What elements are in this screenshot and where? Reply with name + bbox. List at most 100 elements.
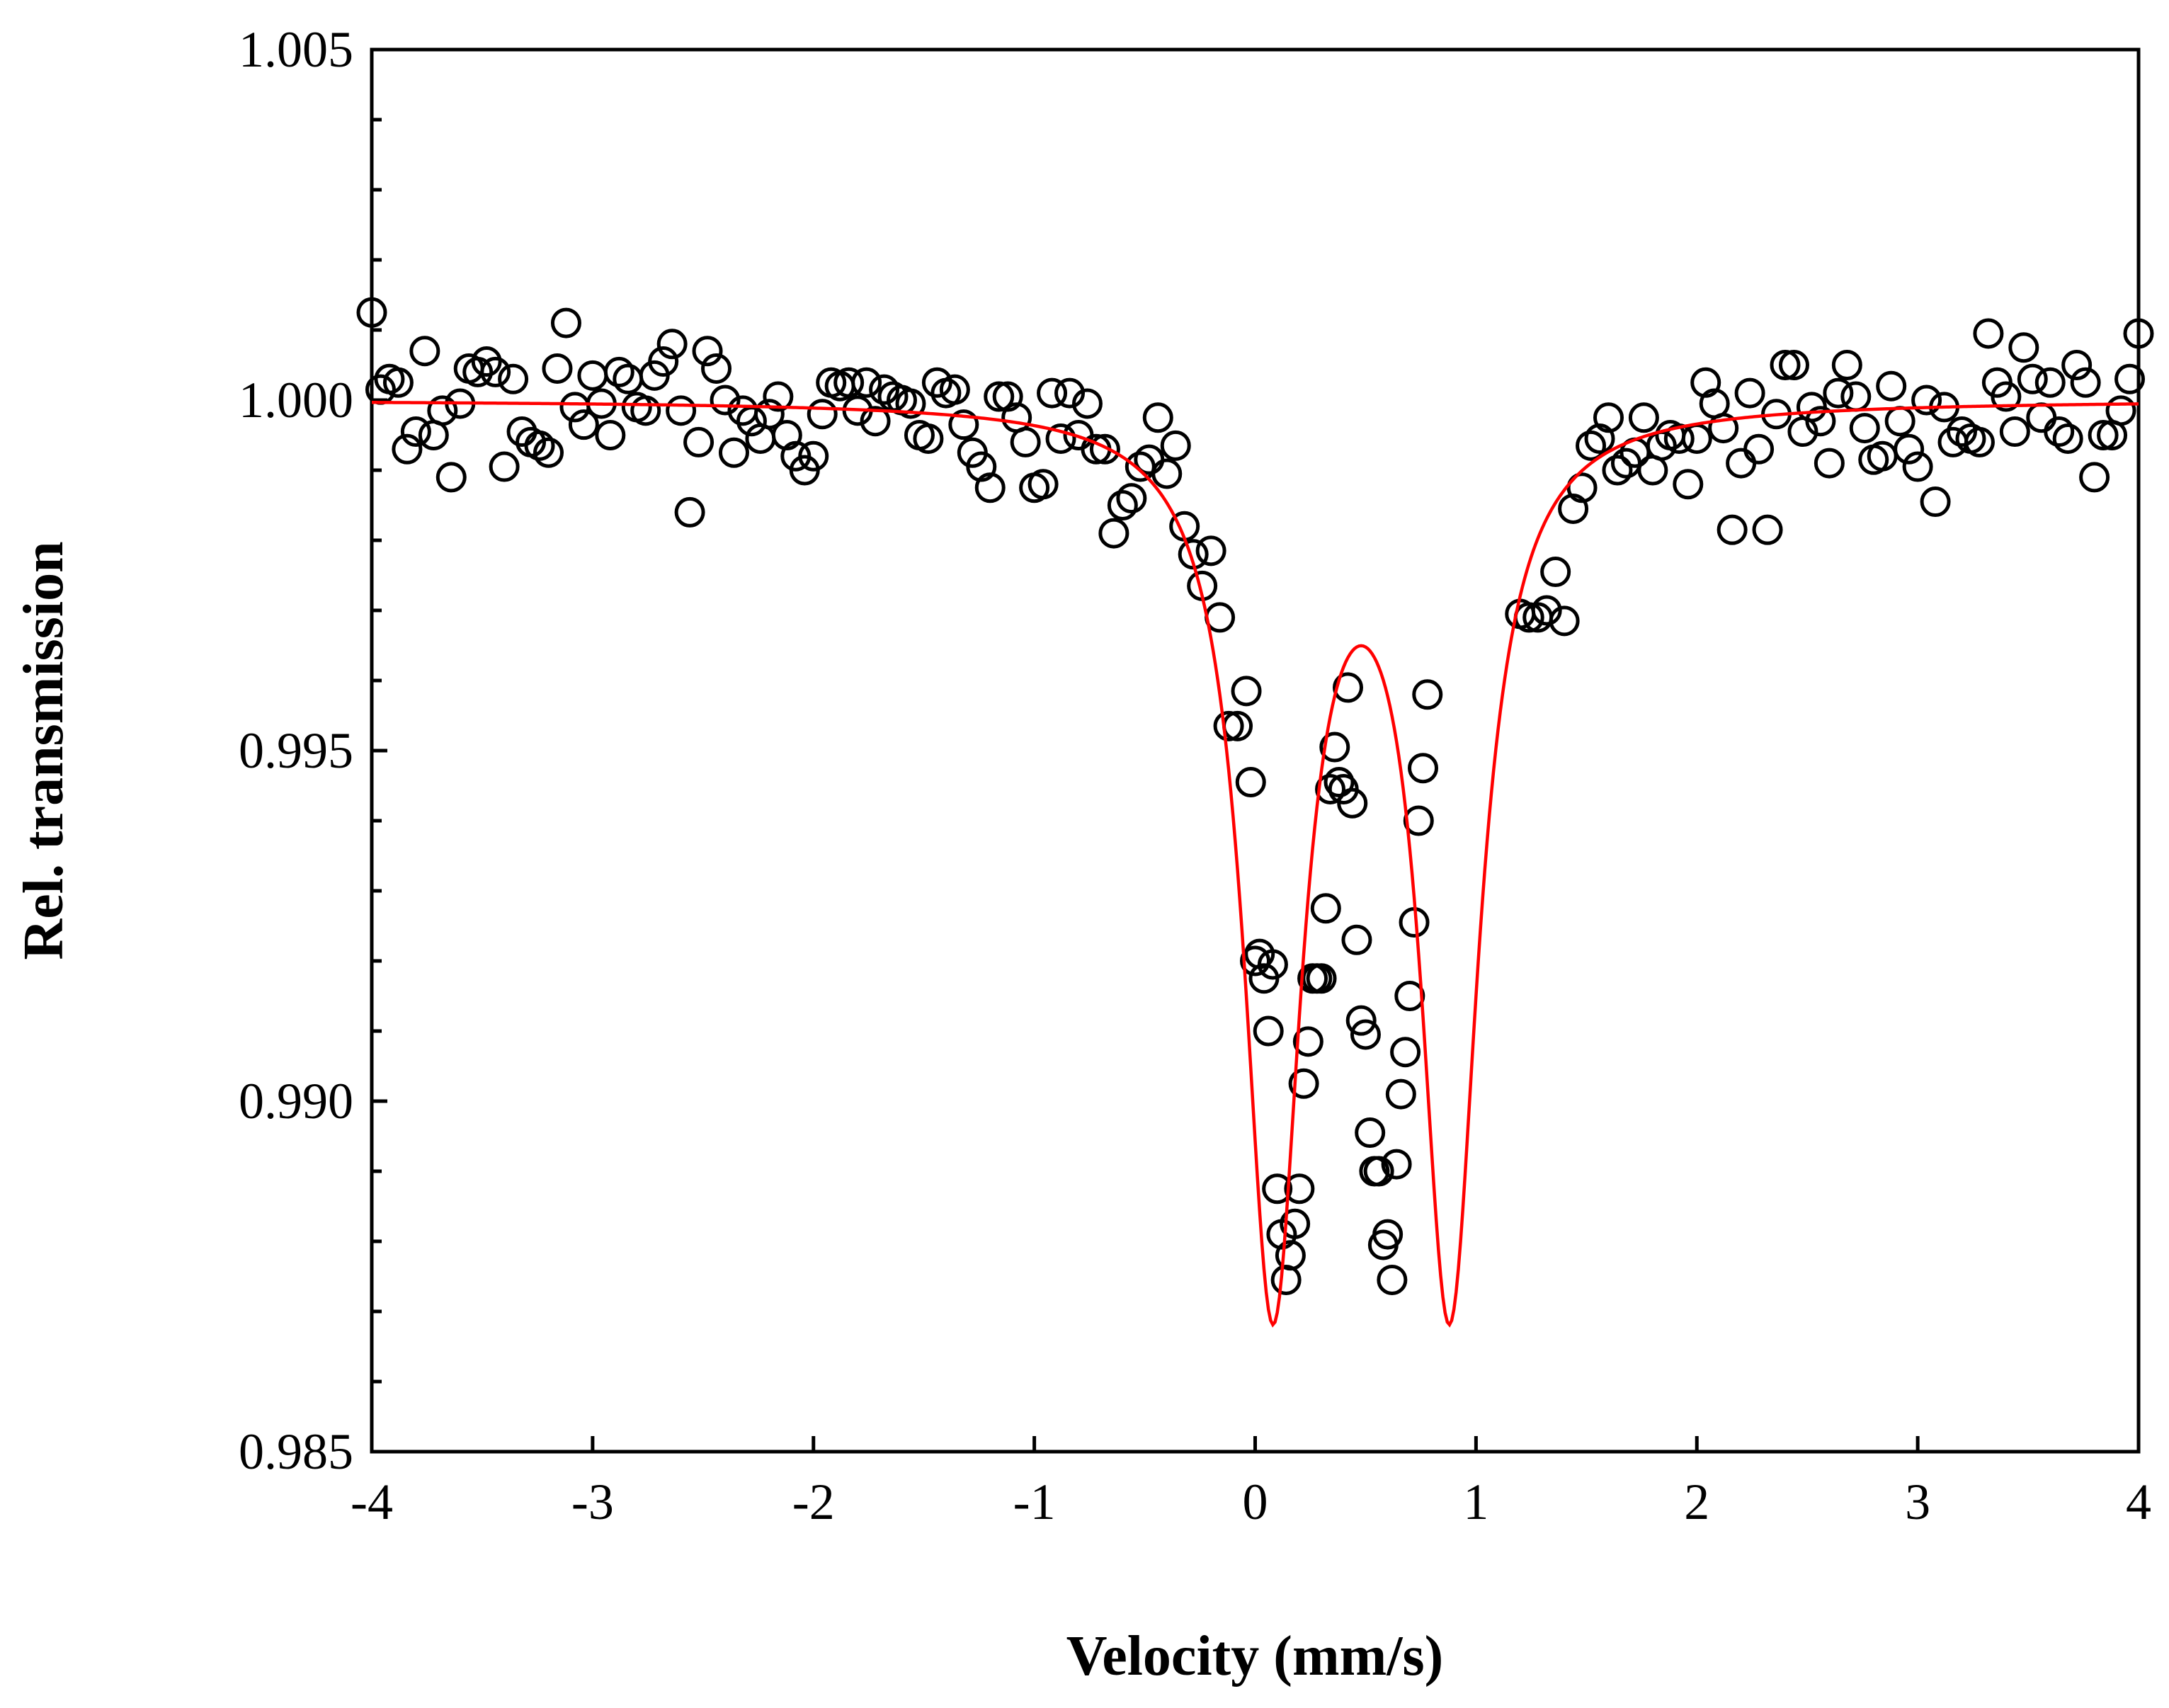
data-point — [939, 374, 970, 405]
x-tick-label: 0 — [1243, 1474, 1268, 1530]
data-point — [409, 336, 440, 367]
data-point — [568, 409, 599, 440]
data-point — [1195, 535, 1226, 567]
data-point — [913, 423, 944, 454]
data-point — [489, 451, 520, 482]
data-point — [1213, 710, 1244, 741]
x-axis-ticks — [370, 1436, 2141, 1452]
data-point — [1549, 605, 1580, 637]
plot-frame — [370, 47, 2141, 1454]
data-point — [1071, 388, 1103, 419]
data-point — [1840, 381, 1872, 412]
data-point — [1363, 1156, 1394, 1187]
data-point — [1332, 672, 1363, 703]
data-point — [1337, 787, 1368, 819]
data-point — [1734, 377, 1765, 409]
x-tick-label: -1 — [1013, 1474, 1056, 1530]
data-point — [966, 451, 997, 482]
data-point — [1743, 433, 1775, 465]
data-point — [1602, 455, 1633, 486]
x-tick-label: -4 — [351, 1474, 393, 1530]
data-point — [921, 367, 952, 398]
data-point — [1240, 945, 1270, 977]
data-point — [1323, 767, 1355, 798]
y-axis-ticks — [372, 47, 387, 1454]
data-point — [550, 307, 581, 338]
data-point — [807, 399, 838, 430]
data-point — [1558, 493, 1589, 524]
data-point — [1663, 423, 1695, 454]
data-point — [1010, 426, 1041, 457]
data-point — [1385, 1078, 1416, 1110]
data-point — [1280, 1208, 1311, 1239]
data-point — [1584, 423, 1615, 454]
data-point — [1270, 1264, 1302, 1295]
data-point — [392, 433, 423, 465]
data-point — [595, 420, 626, 450]
data-point — [1235, 767, 1266, 798]
data-point — [1292, 1026, 1323, 1057]
data-point — [400, 416, 431, 448]
data-point — [984, 381, 1015, 412]
x-axis-tick-labels: -4 -3 -2 -1 0 1 2 3 4 — [351, 1474, 2151, 1530]
data-point — [833, 367, 865, 398]
data-point — [630, 395, 661, 426]
data-point — [1805, 406, 1836, 437]
data-point — [1315, 773, 1346, 804]
data-point — [1681, 423, 1712, 454]
data-point — [718, 437, 749, 468]
data-point — [1355, 1117, 1386, 1149]
data-point — [577, 360, 608, 391]
x-axis-title: Velocity (mm/s) — [1066, 1625, 1443, 1687]
data-point — [1964, 426, 1995, 457]
data-point — [1160, 430, 1191, 461]
data-point — [1717, 514, 1748, 545]
data-point — [1310, 893, 1341, 924]
data-point — [1876, 370, 1907, 402]
x-tick-label: 4 — [2126, 1474, 2151, 1530]
data-point — [656, 329, 688, 360]
data-point — [1372, 1219, 1404, 1250]
data-point — [1708, 413, 1739, 444]
data-point — [753, 399, 785, 430]
data-point — [356, 297, 387, 328]
data-point — [1116, 483, 1147, 514]
data-point — [427, 395, 458, 426]
y-tick-label: 0.990 — [239, 1073, 353, 1129]
data-point — [1778, 350, 1809, 380]
x-tick-label: 1 — [1463, 1474, 1488, 1530]
x-tick-label: -3 — [571, 1474, 614, 1530]
data-point — [2105, 395, 2136, 426]
data-point — [974, 472, 1006, 503]
data-point — [869, 374, 900, 405]
data-point — [771, 420, 802, 450]
y-tick-label: 1.005 — [239, 21, 353, 78]
data-point — [498, 363, 529, 394]
data-point — [2008, 332, 2039, 363]
data-point — [1999, 416, 2030, 448]
data-point — [948, 409, 979, 440]
data-point — [1726, 448, 1757, 479]
y-tick-label: 0.985 — [239, 1423, 353, 1480]
data-point — [1284, 1173, 1315, 1205]
data-point — [992, 381, 1023, 412]
x-tick-label: 2 — [1684, 1474, 1709, 1530]
data-point — [1350, 1019, 1381, 1050]
data-point — [860, 406, 891, 437]
data-point — [1770, 350, 1801, 380]
data-point — [1823, 377, 1854, 409]
data-point — [1377, 1264, 1408, 1295]
data-point — [648, 346, 679, 377]
data-point — [613, 363, 644, 394]
data-point — [1894, 433, 1925, 465]
data-point — [533, 437, 564, 468]
data-point — [798, 440, 829, 472]
data-point — [1345, 1005, 1377, 1036]
data-point — [1408, 753, 1439, 784]
data-point — [763, 381, 794, 412]
data-point — [1814, 448, 1845, 479]
data-point — [1319, 731, 1350, 763]
y-tick-label: 1.000 — [239, 372, 353, 428]
data-point — [1142, 402, 1173, 433]
data-point — [1752, 514, 1783, 545]
